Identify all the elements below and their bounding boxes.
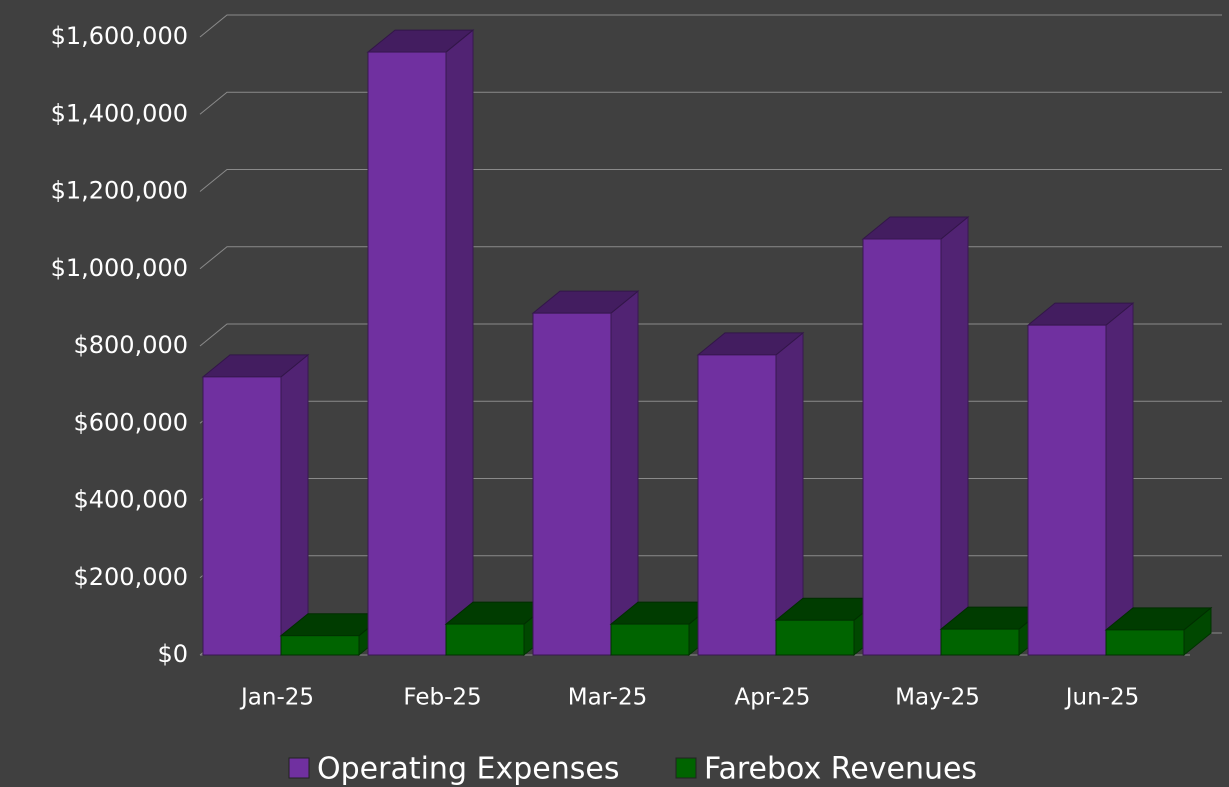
legend-label: Farebox Revenues <box>704 752 977 787</box>
x-tick-label: Jun-25 <box>1064 685 1140 711</box>
grid-line <box>199 91 1222 115</box>
bar-front <box>862 238 942 656</box>
legend-swatch <box>675 757 697 779</box>
bar <box>696 331 805 657</box>
bar <box>609 601 718 657</box>
bar-side <box>610 290 639 657</box>
bar-front <box>1027 324 1107 656</box>
x-tick-label: Mar-25 <box>568 685 648 711</box>
legend-swatch <box>288 757 310 779</box>
bar <box>1026 302 1135 657</box>
grid-line <box>199 246 1222 270</box>
legend-label: Operating Expenses <box>317 752 619 787</box>
bar <box>531 290 640 657</box>
y-tick-label: $1,400,000 <box>51 99 188 127</box>
bar-front <box>367 51 447 656</box>
bar <box>444 601 553 657</box>
bar-side <box>445 29 474 657</box>
bar-front <box>280 635 360 656</box>
y-tick-label: $200,000 <box>73 563 188 591</box>
bar-front <box>1105 629 1185 656</box>
x-tick-label: May-25 <box>895 685 980 711</box>
bar-front <box>775 619 855 656</box>
bar <box>1104 606 1213 657</box>
y-tick-label: $1,600,000 <box>51 22 188 50</box>
bar-front <box>940 628 1020 656</box>
bar-side <box>280 353 309 657</box>
x-tick-label: Jan-25 <box>239 685 314 711</box>
bar-side <box>1105 302 1134 657</box>
y-tick-label: $600,000 <box>73 408 188 436</box>
bar-front <box>532 312 612 656</box>
bar-front <box>445 623 525 656</box>
bar-front <box>202 376 282 656</box>
y-tick-label: $800,000 <box>73 331 188 359</box>
y-tick-label: $0 <box>157 640 188 668</box>
bar-side <box>940 215 969 657</box>
bar-front <box>697 354 777 656</box>
bar <box>279 612 388 657</box>
grid-line <box>199 169 1222 192</box>
y-tick-label: $400,000 <box>73 486 188 514</box>
x-tick-label: Apr-25 <box>735 685 811 711</box>
x-tick-label: Feb-25 <box>403 685 481 711</box>
bar <box>861 215 970 657</box>
y-tick-label: $1,000,000 <box>51 254 188 282</box>
bar-front <box>610 623 690 656</box>
bar <box>366 29 475 657</box>
y-tick-label: $1,200,000 <box>51 177 188 205</box>
grid-line <box>199 14 1222 38</box>
bar <box>201 353 310 657</box>
